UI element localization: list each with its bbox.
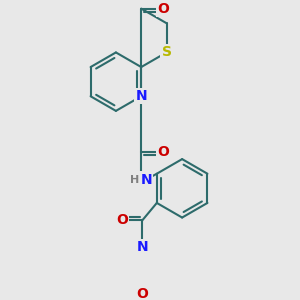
Text: H: H <box>130 175 139 184</box>
Text: N: N <box>140 172 152 187</box>
Text: O: O <box>157 2 169 16</box>
Text: O: O <box>136 287 148 300</box>
Text: N: N <box>135 89 147 103</box>
Text: O: O <box>116 214 128 227</box>
Text: N: N <box>136 240 148 254</box>
Text: O: O <box>157 145 169 159</box>
Text: S: S <box>161 45 172 59</box>
